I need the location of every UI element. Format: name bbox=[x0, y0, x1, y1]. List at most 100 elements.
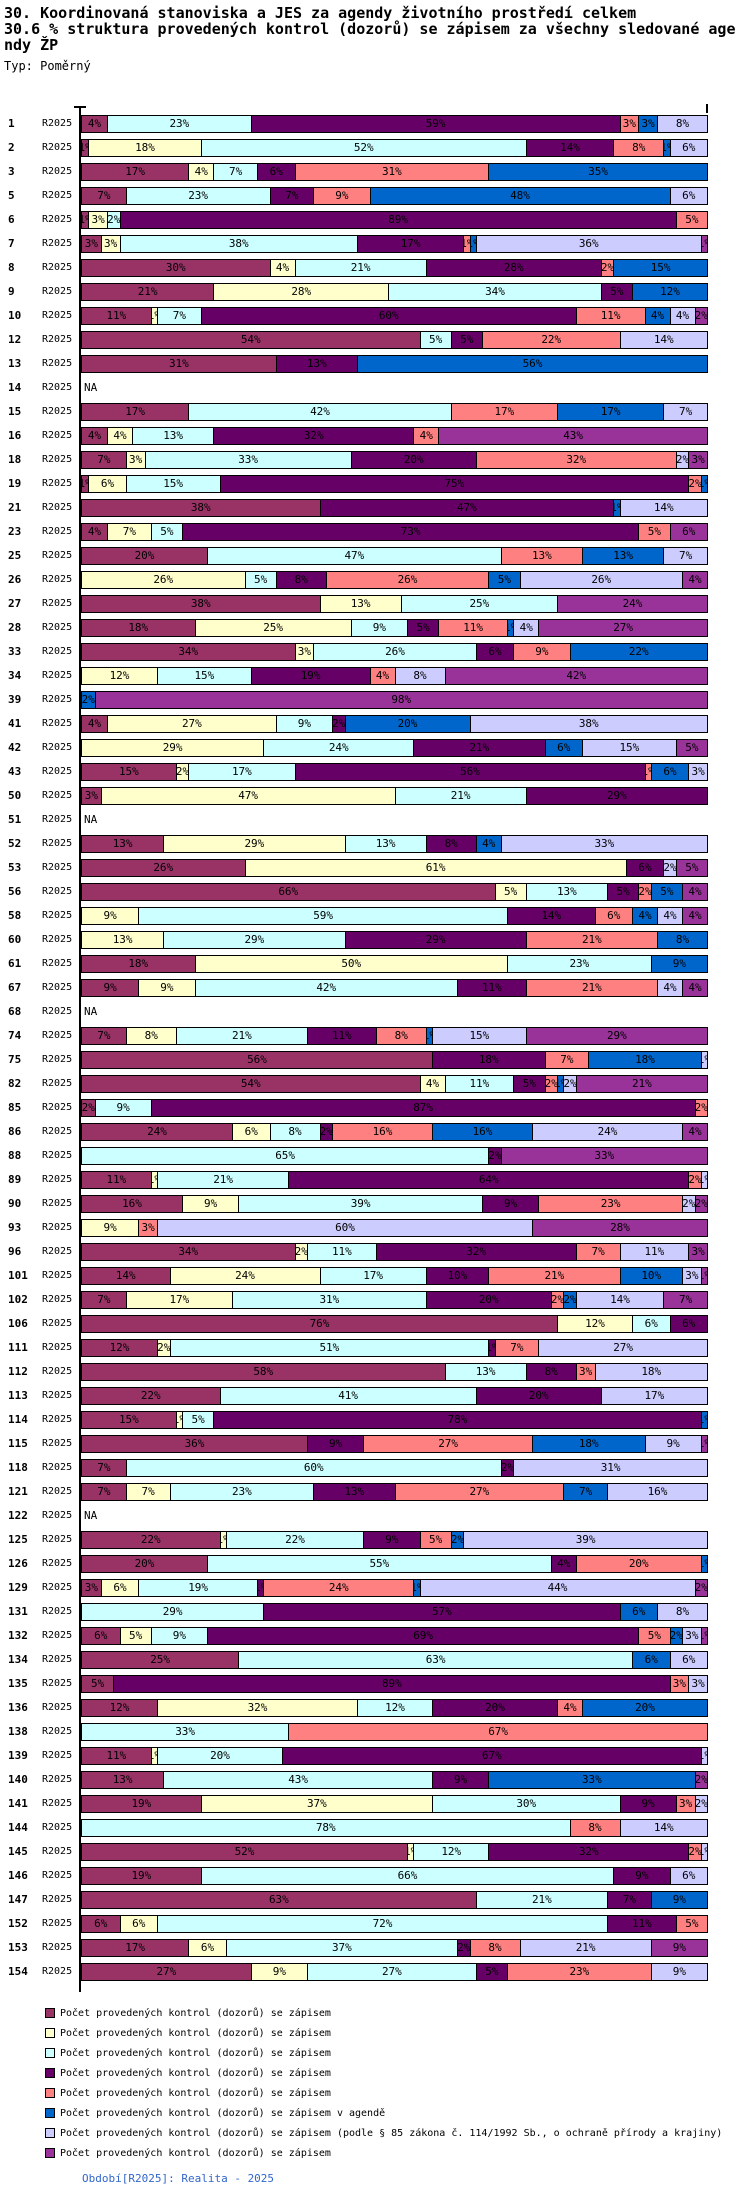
bar-segment-value: 12% bbox=[109, 669, 130, 682]
row-period-label: R2025 bbox=[42, 982, 73, 993]
bar-segment-value: 11% bbox=[331, 1245, 352, 1258]
chart-row: 8 R2025 30% 4% 21% 28% 2% 15% bbox=[0, 259, 750, 277]
chart-row: 106 R2025 76% 12% 6% 6% bbox=[0, 1315, 750, 1333]
bar-segment: 5% bbox=[675, 740, 707, 756]
bar-segment-value: 4% bbox=[688, 1125, 702, 1138]
bar-segment-value: 9% bbox=[672, 1941, 686, 1954]
bar-segment: 56% bbox=[294, 764, 645, 780]
bar-segment: 59% bbox=[250, 116, 620, 132]
bar-segment: 27% bbox=[363, 1436, 532, 1452]
bar-segment: 3% bbox=[619, 116, 639, 132]
bar-segment: 47% bbox=[207, 548, 501, 564]
bar-segment-value: 11% bbox=[600, 309, 621, 322]
bar-segment-value: 17% bbox=[363, 1269, 384, 1282]
bar-segment-value: 38% bbox=[228, 237, 249, 250]
bar-segment-value: 3% bbox=[672, 1677, 686, 1690]
bar-segment-value: 57% bbox=[431, 1605, 452, 1618]
x-axis-100pct-tick bbox=[706, 104, 708, 113]
bar-segment-value: 21% bbox=[531, 1893, 552, 1906]
row-id-label: 53 bbox=[8, 861, 22, 874]
bar-segment: 9% bbox=[350, 620, 407, 636]
bar-segment-value: 2% bbox=[319, 1125, 332, 1138]
bar-segment-value: 32% bbox=[566, 453, 587, 466]
legend-label: Počet provedených kontrol (dozorů) se zá… bbox=[60, 2067, 331, 2079]
bar-segment-value: 14% bbox=[560, 141, 580, 154]
bar-segment-value: 6% bbox=[682, 1653, 696, 1666]
row-period-label: R2025 bbox=[42, 142, 73, 153]
bar-segment: 34% bbox=[82, 1244, 295, 1260]
bar-segment-value: 16% bbox=[472, 1125, 493, 1138]
bar-segment-value: 4% bbox=[650, 309, 665, 322]
bar-segment: 66% bbox=[200, 1868, 614, 1884]
bar-segment: 38% bbox=[119, 236, 357, 252]
bar-segment-value: 21% bbox=[581, 981, 602, 994]
bar-segment-value: 8% bbox=[444, 837, 458, 850]
bar-segment-value: 17% bbox=[125, 1941, 146, 1954]
stacked-bar: 7% 17% 31% 20% 2% 2% 14% 7% bbox=[81, 1291, 708, 1309]
row-id-label: 52 bbox=[8, 837, 22, 850]
row-period-label: R2025 bbox=[42, 1078, 73, 1089]
row-id-label: 114 bbox=[8, 1413, 28, 1426]
bar-segment: 27% bbox=[394, 1484, 564, 1500]
bar-segment: 2% bbox=[550, 1292, 564, 1308]
bar-segment-value: 2% bbox=[563, 1077, 576, 1090]
bar-segment: 14% bbox=[619, 500, 707, 516]
stacked-bar: 20% 55% 4% 20% 1% bbox=[81, 1555, 708, 1573]
bar-segment: 43% bbox=[438, 428, 707, 444]
bar-segment: 32% bbox=[157, 1700, 357, 1716]
bar-segment: 6% bbox=[82, 1628, 120, 1644]
bar-segment-value: 31% bbox=[381, 165, 402, 178]
legend-swatch bbox=[45, 2028, 55, 2038]
bar-segment: 31% bbox=[82, 356, 276, 372]
stacked-bar: 18% 25% 9% 5% 11% 1% 4% 27% bbox=[81, 619, 708, 637]
bar-segment: 4% bbox=[682, 884, 707, 900]
bar-segment-value: 32% bbox=[247, 1701, 268, 1714]
bar-segment-value: 1% bbox=[221, 1532, 226, 1548]
row-period-label: R2025 bbox=[42, 1054, 73, 1065]
bar-segment: 1% bbox=[82, 476, 89, 492]
row-period-label: R2025 bbox=[42, 694, 73, 705]
bar-segment-value: 26% bbox=[591, 573, 612, 586]
row-period-label: R2025 bbox=[42, 1270, 73, 1281]
chart-row: 101 R2025 14% 24% 17% 10% 21% 10% 3%1% bbox=[0, 1267, 750, 1285]
bar-segment: 1% bbox=[150, 308, 157, 324]
bar-segment: 18% bbox=[82, 956, 195, 972]
bar-segment-value: 1% bbox=[702, 476, 707, 492]
bar-segment: 60% bbox=[157, 1220, 532, 1236]
bar-segment-value: 6% bbox=[244, 1125, 258, 1138]
bar-segment-value: 1% bbox=[152, 1748, 157, 1764]
bar-segment-value: 20% bbox=[403, 453, 424, 466]
row-id-label: 115 bbox=[8, 1437, 28, 1450]
chart-row: 75 R2025 56% 18% 7% 18% 1% bbox=[0, 1051, 750, 1069]
bar-segment: 9% bbox=[363, 1532, 420, 1548]
bar-segment: 14% bbox=[525, 140, 614, 156]
stacked-bar: 6% 6% 72% 11% 5% bbox=[81, 1915, 708, 1933]
row-id-label: 134 bbox=[8, 1653, 28, 1666]
row-id-label: 96 bbox=[8, 1245, 22, 1258]
bar-segment-value: 21% bbox=[631, 1077, 652, 1090]
row-id-label: 154 bbox=[8, 1965, 28, 1978]
bar-segment: 2% bbox=[107, 212, 120, 228]
bar-segment: 3% bbox=[688, 452, 707, 468]
bar-segment: 7% bbox=[82, 1292, 126, 1308]
bar-segment-value: 2% bbox=[694, 1797, 707, 1810]
row-id-label: 61 bbox=[8, 957, 22, 970]
legend-item: Počet provedených kontrol (dozorů) se zá… bbox=[45, 2087, 331, 2099]
bar-segment: 13% bbox=[82, 1772, 164, 1788]
bar-segment: 9% bbox=[613, 1868, 670, 1884]
bar-segment-value: 21% bbox=[581, 933, 602, 946]
chart-row: 132 R2025 6% 5% 9% 69% 5% 2%3%1% bbox=[0, 1627, 750, 1645]
bar-segment: 29% bbox=[82, 740, 264, 756]
bar-segment-value: 21% bbox=[350, 261, 371, 274]
bar-segment: 15% bbox=[82, 1412, 176, 1428]
bar-segment: 1% bbox=[175, 1412, 182, 1428]
bar-segment: 4% bbox=[669, 308, 695, 324]
bar-segment-value: 4% bbox=[675, 309, 690, 322]
bar-segment-value: 2% bbox=[175, 765, 189, 778]
bar-segment: 9% bbox=[650, 1964, 707, 1980]
bar-segment: 29% bbox=[344, 932, 526, 948]
stacked-bar: 21% 28% 34% 5% 12% bbox=[81, 283, 708, 301]
bar-segment: 5% bbox=[150, 524, 182, 540]
footer-note: Období[R2025]: Realita - 2025 bbox=[82, 2172, 275, 2185]
bar-segment: 65% bbox=[82, 1148, 489, 1164]
